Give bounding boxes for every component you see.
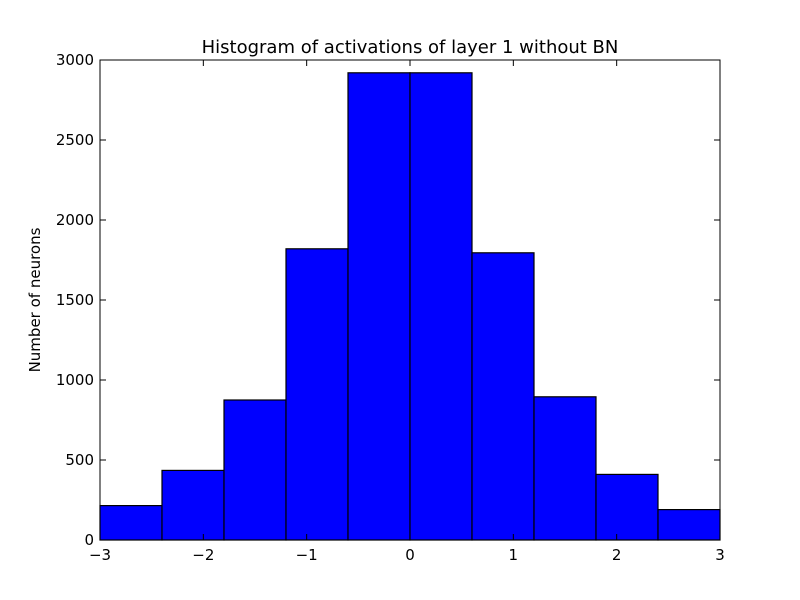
y-tick-label: 1000 — [56, 371, 94, 389]
histogram-bar — [347, 72, 411, 541]
histogram-bar — [161, 469, 225, 541]
x-tick-label: 1 — [509, 546, 519, 564]
y-tick-label: 0 — [84, 531, 94, 549]
x-tick-label: 3 — [715, 546, 725, 564]
y-tick-label: 3000 — [56, 51, 94, 69]
ticks-group: −3 −2 −1 0 1 2 3 0 500 1000 1500 2000 2500 3000 — [56, 51, 725, 564]
x-tick-label: 0 — [405, 546, 415, 564]
x-tick-label: −1 — [296, 546, 318, 564]
histogram-bar — [285, 248, 349, 541]
histogram-bar — [533, 396, 597, 541]
y-axis-label: Number of neurons — [26, 227, 44, 372]
bars-group — [99, 72, 721, 541]
histogram-bar — [657, 509, 721, 541]
y-tick-label: 500 — [65, 451, 94, 469]
histogram-bar — [223, 399, 287, 541]
y-tick-label: 2000 — [56, 211, 94, 229]
histogram-bar — [471, 252, 535, 541]
y-tick-label: 1500 — [56, 291, 94, 309]
histogram-bar — [595, 473, 659, 541]
x-tick-label: 2 — [612, 546, 622, 564]
chart-title: Histogram of activations of layer 1 with… — [202, 37, 619, 58]
histogram-bar — [409, 72, 473, 541]
x-tick-label: −3 — [89, 546, 111, 564]
y-tick-label: 2500 — [56, 131, 94, 149]
x-tick-label: −2 — [192, 546, 214, 564]
histogram-bar — [99, 505, 163, 541]
